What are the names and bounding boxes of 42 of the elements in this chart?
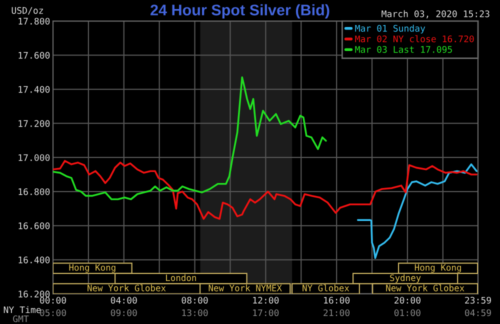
x2-tick-label: 09:00 [110, 309, 137, 316]
annotation: Sydney [390, 274, 421, 283]
x-axis-title: NY Time [4, 306, 41, 314]
x-tick-label: 23:59 [465, 296, 491, 304]
y-tick-label: 17.000 [18, 154, 50, 162]
y-tick-label: 16.600 [18, 222, 50, 230]
y-axis-title: USD/oz [12, 7, 43, 15]
x2-tick-label: 01:00 [394, 309, 420, 316]
y-tick-label: 16.800 [18, 188, 50, 196]
y-tick-label: 17.600 [18, 52, 50, 59]
annotation: London [166, 274, 196, 282]
annotation: New York Globex [88, 284, 166, 292]
x-tick-label: 12:00 [253, 296, 279, 304]
legend-label: Mar 01 Sunday [355, 24, 426, 34]
y-tick-label: 17.400 [18, 86, 50, 93]
annotation: Hong Kong [69, 264, 116, 273]
y-tick-label: 16.400 [18, 256, 50, 264]
annotation: New York NYMEX [208, 284, 282, 292]
y-tick-label: 16.200 [18, 290, 50, 298]
x-tick-label: 00:00 [40, 296, 66, 304]
x2-tick-label: 17:00 [253, 309, 279, 316]
x-tick-label: 04:00 [110, 296, 137, 304]
y-tick-label: 17.200 [18, 120, 50, 127]
legend-label: Mar 02 NY close 16.720 [355, 35, 474, 42]
x-tick-label: 16:00 [324, 296, 350, 304]
y-tick-label: 17.800 [18, 18, 50, 25]
annotation: New York Globex [386, 284, 464, 292]
chart-subtitle: March 03, 2020 15:23 [382, 10, 490, 18]
annotation: NY Globex [302, 284, 350, 292]
annotation: Hong Kong [414, 264, 461, 273]
line-series [53, 76, 327, 200]
x2-axis-title: GMT [13, 315, 29, 322]
line-series [356, 163, 478, 259]
x2-tick-label: 04:59 [465, 309, 491, 316]
line-series [53, 160, 478, 220]
x2-tick-label: 05:00 [40, 309, 66, 316]
chart-title: 24 Hour Spot Silver (Bid) [150, 4, 330, 18]
x2-tick-label: 21:00 [324, 309, 350, 316]
x2-tick-label: 13:00 [182, 309, 208, 316]
x-tick-label: 20:00 [394, 296, 420, 304]
x-tick-label: 08:00 [182, 296, 208, 304]
legend-label: Mar 03 Last 17.095 [355, 46, 452, 53]
